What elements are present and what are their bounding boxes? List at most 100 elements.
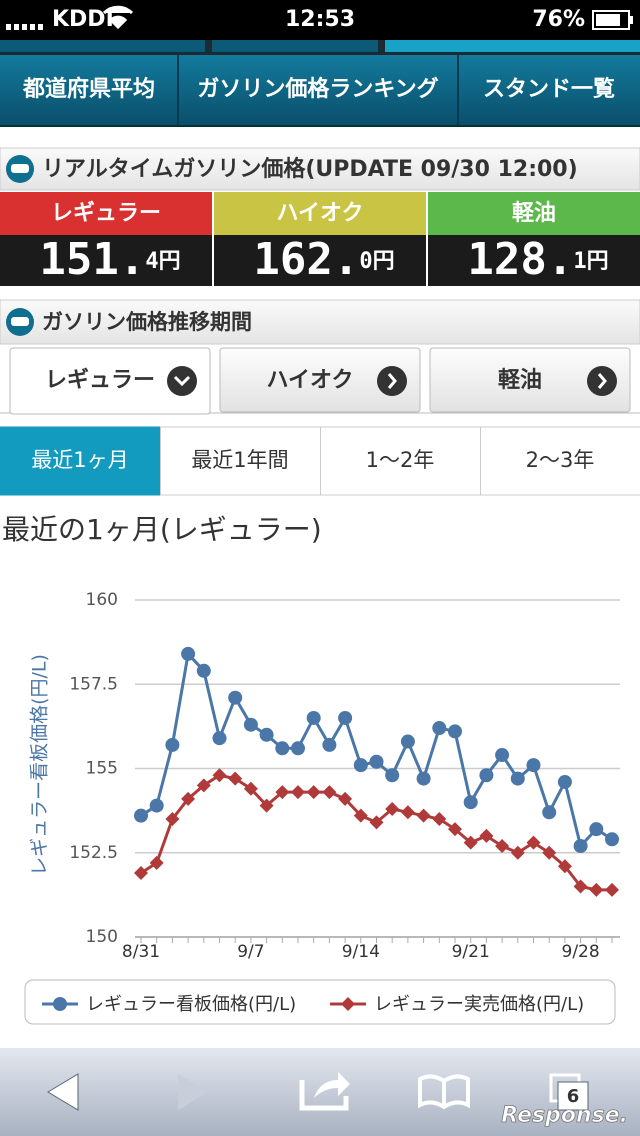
data-point [448, 724, 462, 739]
x-tick-label: 9/28 [562, 942, 600, 962]
data-point [243, 717, 258, 732]
x-tick-label: 9/7 [237, 942, 264, 962]
data-point [416, 808, 431, 823]
data-point [165, 812, 180, 827]
y-tick-label: 152.5 [69, 843, 118, 863]
share-button[interactable] [299, 1072, 350, 1111]
status-bar [0, 0, 640, 40]
y-axis-label: レギュラー看板価格(円/L) [29, 654, 51, 876]
data-point [495, 839, 510, 854]
data-point [432, 721, 447, 736]
period-tab[interactable] [480, 426, 640, 496]
section-header [0, 299, 640, 345]
data-point [338, 791, 353, 806]
data-point [400, 734, 415, 749]
data-point [605, 832, 619, 847]
nav-button[interactable]: ガソリン価格ランキング [197, 76, 438, 102]
data-point [542, 845, 557, 860]
price-part: 円 [587, 249, 609, 274]
price-part: 0 [359, 249, 372, 274]
nav-button[interactable]: スタンド一覧 [483, 76, 615, 102]
legend-marker [341, 997, 355, 1011]
data-point [479, 828, 494, 843]
period-tab[interactable] [160, 426, 321, 496]
data-point [353, 758, 368, 773]
data-point [322, 785, 337, 800]
nav-button[interactable]: 都道府県平均 [22, 76, 155, 102]
period-tab[interactable] [320, 426, 481, 496]
data-point [416, 771, 431, 786]
data-point [557, 859, 572, 874]
data-point [134, 865, 148, 880]
y-tick-label: 155 [86, 759, 118, 779]
section-title: ガソリン価格推移期間 [42, 310, 252, 334]
period-tab-label: 2〜3年 [526, 448, 595, 472]
data-point [228, 771, 243, 786]
data-point [479, 768, 494, 783]
price: 151.4円 [39, 234, 180, 285]
legend-marker [53, 997, 67, 1011]
fuel-label: ハイオク [276, 201, 363, 226]
car-icon [6, 155, 34, 183]
price-part: 1 [573, 249, 586, 274]
data-point [463, 835, 478, 850]
data-point [448, 822, 462, 837]
data-point [526, 835, 541, 850]
bookmarks-button[interactable] [418, 1074, 470, 1110]
data-point [134, 808, 148, 823]
data-point [510, 845, 525, 860]
data-point [385, 768, 400, 783]
price-header [428, 192, 640, 235]
back-button[interactable] [47, 1073, 79, 1111]
period-tab-label: 1〜2年 [366, 448, 435, 472]
data-point [149, 855, 164, 870]
data-point [400, 805, 415, 820]
price: 162.0円 [253, 234, 394, 285]
data-point [605, 882, 619, 897]
period-tab-label: 最近1ヶ月 [31, 448, 128, 472]
data-point [495, 748, 510, 763]
car-icon [6, 308, 34, 336]
data-point [432, 812, 447, 827]
data-point [181, 646, 196, 661]
data-point [589, 882, 604, 897]
price-header [0, 192, 212, 235]
tabs-button[interactable] [549, 1073, 589, 1111]
fuel-label: 軽油 [512, 200, 556, 226]
legend-label: レギュラー看板価格(円/L) [86, 994, 296, 1015]
chevron-icon [377, 366, 407, 396]
data-point [306, 710, 321, 725]
price-cell [214, 235, 426, 286]
data-point [228, 690, 243, 705]
period-tab[interactable] [0, 426, 161, 496]
x-tick-label: 8/31 [122, 942, 160, 962]
data-point [542, 805, 557, 820]
signal-icon [6, 24, 43, 30]
y-tick-label: 150 [86, 927, 118, 947]
data-point [369, 815, 384, 830]
legend-label: レギュラー実売価格(円/L) [374, 994, 584, 1015]
strip-segment [385, 40, 640, 52]
price-part: 162. [253, 234, 359, 285]
section-title: リアルタイムガソリン価格(UPDATE 09/30 12:00) [42, 156, 578, 182]
data-point [589, 822, 604, 837]
data-point [573, 839, 588, 854]
tab-count: 6 [567, 1086, 580, 1107]
data-point [291, 741, 305, 756]
fuel-tab[interactable] [9, 347, 211, 415]
section-header [0, 147, 640, 191]
data-point [573, 879, 588, 894]
forward-button[interactable] [178, 1074, 208, 1110]
fuel-tab-label: 軽油 [498, 367, 542, 393]
fuel-tab[interactable] [219, 347, 421, 413]
data-point [243, 781, 258, 796]
battery-icon [592, 10, 633, 30]
price: 128.1円 [467, 234, 608, 285]
data-point [196, 778, 211, 793]
fuel-tab[interactable] [429, 347, 631, 413]
chart-title: 最近の1ヶ月(レギュラー) [2, 513, 322, 546]
x-tick-label: 9/21 [452, 942, 490, 962]
data-point [165, 737, 180, 752]
carrier: KDDI [52, 7, 114, 32]
